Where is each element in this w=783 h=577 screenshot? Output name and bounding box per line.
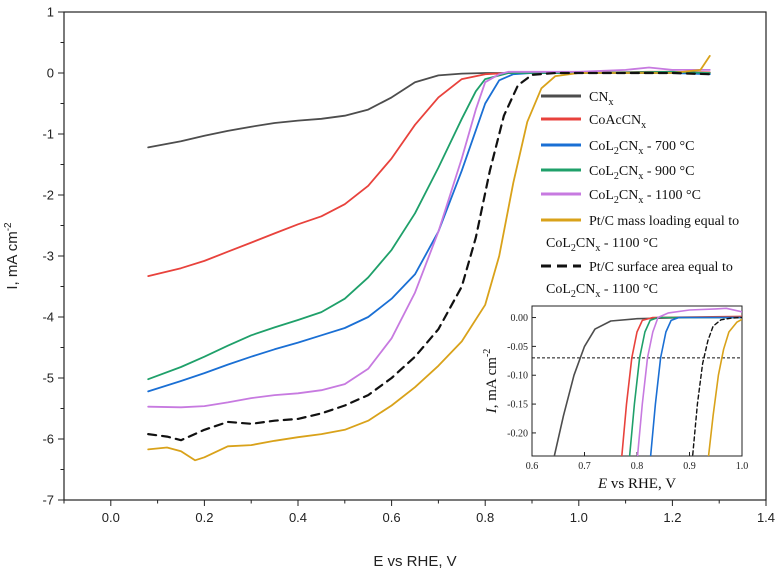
series-line: [147, 72, 711, 149]
legend-text: - 1100 °C: [600, 236, 658, 251]
inset-y-tick-label: -0.20: [507, 428, 528, 439]
legend-subscript: x: [608, 97, 613, 108]
inset-series-line: [621, 315, 742, 456]
legend-text: - 1100 °C: [600, 282, 658, 297]
y-tick-label: 1: [47, 5, 54, 20]
legend-text: CoL: [546, 236, 571, 251]
y-tick-label: -1: [42, 127, 54, 142]
inset-y-label-text: , mA cm: [484, 357, 500, 409]
legend-text: - 900 °C: [643, 164, 694, 179]
x-tick-label: 0.6: [383, 510, 401, 525]
legend-subscript: x: [595, 289, 600, 300]
x-tick-label: 1.2: [663, 510, 681, 525]
legend-entry: Pt/C mass loading equal to: [589, 214, 739, 229]
y-tick-label: -5: [42, 371, 54, 386]
inset-y-label-italic: I: [484, 407, 500, 414]
inset-series-line: [636, 307, 742, 456]
inset-x-label-italic: E: [597, 476, 607, 492]
inset-x-tick-label: 0.6: [526, 461, 539, 472]
legend-entry: CoL2CNx - 1100 °C: [589, 188, 701, 206]
legend-text: Pt/C surface area equal to: [589, 260, 733, 275]
legend-text: CN: [619, 139, 638, 154]
legend-text: CN: [619, 164, 638, 179]
legend-subscript: x: [638, 146, 643, 157]
x-axis-label: E vs RHE, V: [373, 553, 456, 570]
inset-series-line: [691, 316, 742, 456]
inset-y-tick-label: -0.10: [507, 371, 528, 382]
inset-x-tick-label: 0.9: [683, 461, 696, 472]
legend-entry: Pt/C surface area equal to: [589, 260, 733, 275]
x-tick-label: 0.2: [195, 510, 213, 525]
legend-subscript: 2: [614, 195, 619, 206]
legend-text: CN: [576, 236, 595, 251]
legend-subscript: 2: [614, 171, 619, 182]
legend-text: CoAcCN: [589, 113, 641, 128]
inset-y-tick-label: -0.15: [507, 400, 528, 411]
inset-series-line: [649, 316, 742, 456]
legend-subscript: x: [641, 120, 646, 131]
series-line: [147, 71, 711, 442]
legend-entry-line2: CoL2CNx - 1100 °C: [546, 282, 658, 300]
inset-series-line: [707, 318, 742, 456]
y-tick-label: -7: [42, 493, 54, 508]
inset-x-tick-label: 0.8: [631, 461, 644, 472]
y-tick-label: -3: [42, 249, 54, 264]
legend-text: CoL: [589, 188, 614, 203]
x-tick-label: 1.4: [757, 510, 775, 525]
inset-plot: 0.6 0.7 0.8 0.9 1.0 0.00 -0.05 -0.10 -0.15 -0.20 E…: [482, 305, 749, 492]
legend-entry-line2: CoL2CNx - 1100 °C: [546, 236, 658, 254]
inset-y-tick-label: 0.00: [511, 313, 529, 324]
inset-series-group: [553, 307, 742, 456]
x-tick-label: 0.8: [476, 510, 494, 525]
inset-y-axis-label: I, mA cm-2: [482, 349, 500, 415]
y-tick-label: -6: [42, 432, 54, 447]
x-tick-label: 1.0: [570, 510, 588, 525]
legend-text: CoL: [589, 164, 614, 179]
legend-subscript: x: [638, 195, 643, 206]
legend-text: CN: [619, 188, 638, 203]
legend-entry: CoL2CNx - 900 °C: [589, 164, 694, 182]
inset-x-tick-label: 1.0: [736, 461, 749, 472]
inset-x-axis-label: E vs RHE, V: [597, 476, 676, 492]
legend-subscript: x: [638, 171, 643, 182]
series-line: [147, 70, 711, 381]
main-plot-area: 0.0 0.2 0.4 0.6 0.8 1.0 1.2 1.4 1 0 -1 -2 -3 -4 -5 -6 -7…: [3, 5, 775, 571]
legend-subscript: 2: [571, 243, 576, 254]
y-tick-label: -2: [42, 188, 54, 203]
legend-text: - 1100 °C: [643, 188, 701, 203]
series-line: [147, 66, 711, 409]
inset-x-label-text: vs RHE, V: [607, 476, 676, 492]
y-axis-label: I, mA cm-2: [3, 222, 21, 290]
legend-text: - 700 °C: [643, 139, 694, 154]
legend-text: CoL: [546, 282, 571, 297]
y-tick-label: -4: [42, 310, 54, 325]
inset-y-tick-label: -0.05: [507, 342, 528, 353]
legend-subscript: 2: [614, 146, 619, 157]
legend-text: Pt/C mass loading equal to: [589, 214, 739, 229]
series-line: [147, 55, 711, 462]
y-axis-label-superscript: -2: [3, 222, 14, 231]
x-tick-label: 0.4: [289, 510, 307, 525]
y-tick-label: 0: [47, 66, 54, 81]
legend-text: CN: [576, 282, 595, 297]
legend-subscript: x: [595, 243, 600, 254]
legend-entry: CNx: [589, 90, 613, 108]
legend-subscript: 2: [571, 289, 576, 300]
legend-entry: CoAcCNx: [589, 113, 646, 131]
legend-text: CoL: [589, 139, 614, 154]
inset-x-tick-label: 0.7: [578, 461, 591, 472]
inset-y-label-superscript: -2: [482, 349, 493, 357]
y-axis-label-text: I, mA cm: [4, 231, 21, 289]
x-tick-label: 0.0: [102, 510, 120, 525]
legend-entry: CoL2CNx - 700 °C: [589, 139, 694, 157]
legend-text: CN: [589, 90, 608, 105]
